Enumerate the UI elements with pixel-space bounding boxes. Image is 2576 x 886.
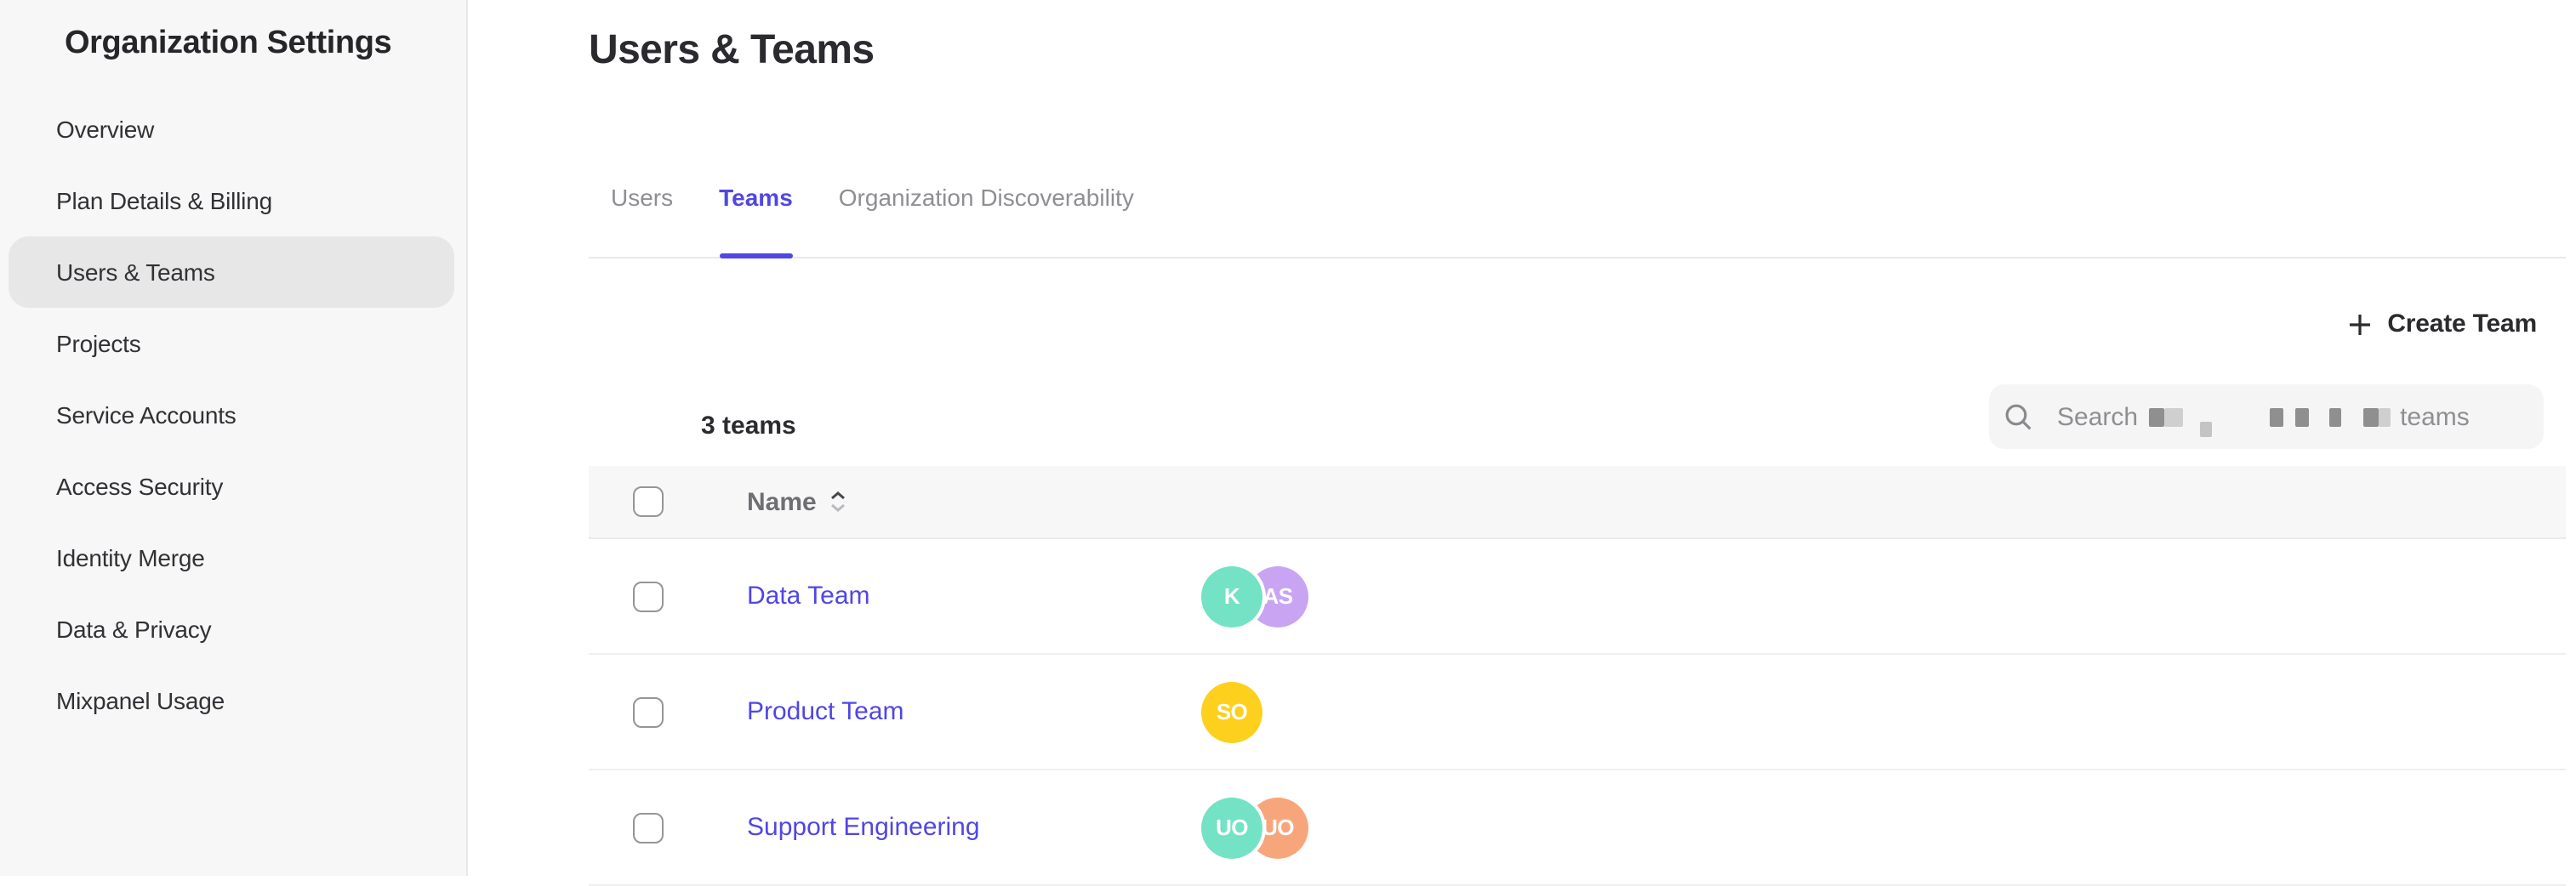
redacted-text xyxy=(2148,407,2164,426)
sidebar-item-overview[interactable]: Overview xyxy=(56,116,155,143)
tab-bar: Users Teams Organization Discoverability xyxy=(589,184,2566,258)
column-header-name[interactable]: Name xyxy=(747,487,817,516)
redacted-text xyxy=(2294,407,2309,426)
sidebar-item-data-privacy[interactable]: Data & Privacy xyxy=(56,616,212,643)
sidebar-item-service-accounts[interactable]: Service Accounts xyxy=(56,401,237,429)
team-search-input[interactable]: Search teams xyxy=(1989,384,2544,449)
table-row: Data Team K AS xyxy=(589,539,2566,655)
plus-icon xyxy=(2350,314,2371,334)
table-row: Support Engineering UO UO xyxy=(589,770,2566,886)
tab-teams[interactable]: Teams xyxy=(719,184,794,258)
redacted-text xyxy=(2199,421,2212,436)
avatar: K xyxy=(1201,565,1262,627)
search-placeholder-prefix: Search xyxy=(2057,402,2139,431)
redacted-text xyxy=(2378,407,2391,426)
redacted-text xyxy=(2328,407,2341,426)
team-name-link[interactable]: Data Team xyxy=(747,582,870,611)
avatar: SO xyxy=(1201,681,1262,742)
teams-count: 3 teams xyxy=(701,412,796,440)
search-icon xyxy=(2005,403,2032,429)
row-checkbox[interactable] xyxy=(633,696,664,727)
redacted-text xyxy=(2269,407,2283,426)
tab-users[interactable]: Users xyxy=(611,184,674,211)
row-checkbox[interactable] xyxy=(633,581,664,611)
main-content: Users & Teams Users Teams Organization D… xyxy=(468,0,2576,886)
select-all-checkbox[interactable] xyxy=(633,486,664,517)
sidebar-item-mixpanel-usage[interactable]: Mixpanel Usage xyxy=(56,687,225,714)
avatar-stack: SO xyxy=(1201,681,1262,742)
table-row: Product Team SO xyxy=(589,655,2566,770)
redacted-text xyxy=(2163,407,2183,426)
create-team-label: Create Team xyxy=(2387,310,2537,338)
avatar-stack: K AS xyxy=(1201,565,1308,627)
table-header: Name xyxy=(589,466,2566,539)
team-name-link[interactable]: Product Team xyxy=(747,697,904,726)
sidebar-item-users-teams[interactable]: Users & Teams xyxy=(9,236,454,308)
row-checkbox[interactable] xyxy=(633,812,664,843)
sidebar-item-access-security[interactable]: Access Security xyxy=(56,473,224,500)
search-placeholder-suffix: teams xyxy=(2400,402,2470,431)
sort-icon[interactable] xyxy=(830,491,846,512)
sidebar-item-identity-merge[interactable]: Identity Merge xyxy=(56,544,205,571)
sidebar-title: Organization Settings xyxy=(65,26,392,61)
create-team-button[interactable]: Create Team xyxy=(2348,310,2537,338)
sidebar-item-plan-details-billing[interactable]: Plan Details & Billing xyxy=(56,187,272,214)
tab-organization-discoverability[interactable]: Organization Discoverability xyxy=(838,184,1134,211)
redacted-text xyxy=(2362,407,2379,426)
search-placeholder: Search teams xyxy=(2057,402,2470,436)
avatar-stack: UO UO xyxy=(1201,797,1308,858)
avatar: UO xyxy=(1201,797,1262,858)
page-title: Users & Teams xyxy=(589,27,875,73)
team-name-link[interactable]: Support Engineering xyxy=(747,813,980,842)
sidebar-item-projects[interactable]: Projects xyxy=(56,330,141,357)
sidebar-nav: Overview Plan Details & Billing Users & … xyxy=(0,94,466,736)
sidebar: Organization Settings Overview Plan Deta… xyxy=(0,0,468,876)
teams-table: Name Data Team K AS xyxy=(589,466,2566,886)
